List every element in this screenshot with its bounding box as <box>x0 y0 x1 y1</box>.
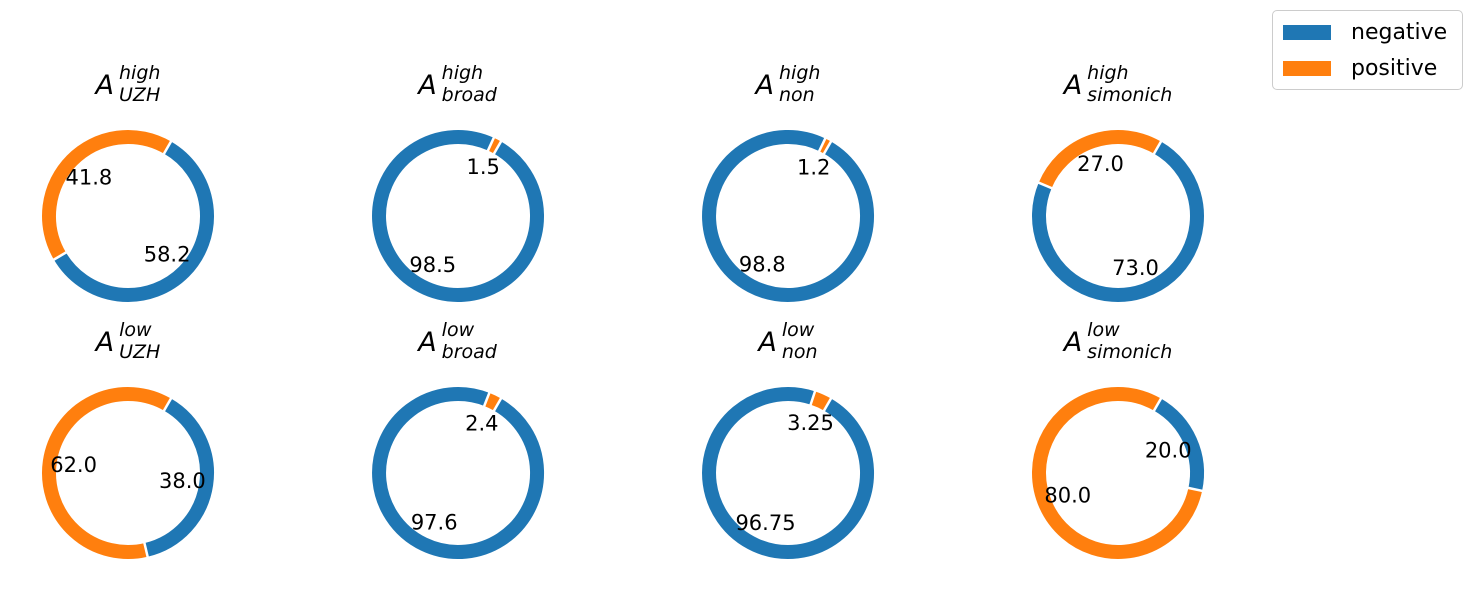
value-label-positive: 1.2 <box>797 155 830 179</box>
value-label-positive: 41.8 <box>66 165 113 189</box>
slice-negative <box>1153 398 1204 491</box>
slice-separator <box>817 137 827 153</box>
chart-title-sub: non <box>782 341 818 363</box>
chart-title-sub: simonich <box>1087 84 1172 106</box>
chart-title: A <box>1062 70 1082 101</box>
legend-label-positive: positive <box>1351 55 1438 81</box>
chart-title: A <box>94 70 114 101</box>
chart-title-sup: low <box>1087 319 1120 341</box>
value-label-positive: 27.0 <box>1077 152 1124 176</box>
chart-title-sup: low <box>119 319 152 341</box>
chart-title-base: A <box>94 327 114 358</box>
chart-title-base: A <box>416 327 436 358</box>
legend: negative positive <box>1272 10 1463 90</box>
chart-title-sup: high <box>779 62 820 84</box>
legend-swatch-positive <box>1283 60 1331 76</box>
legend-swatch-negative <box>1283 24 1331 40</box>
chart-title-sup: high <box>442 62 483 84</box>
chart-title-sub: non <box>779 84 815 106</box>
slice-separator <box>52 250 68 262</box>
slice-separator <box>482 391 491 408</box>
value-label-positive: 62.0 <box>50 453 97 477</box>
slice-positive <box>1032 387 1203 559</box>
chart-title: A <box>416 327 436 358</box>
value-label-negative: 58.2 <box>144 243 191 267</box>
slice-separator <box>162 397 173 413</box>
value-label-positive: 80.0 <box>1044 483 1091 507</box>
slice-separator <box>1037 181 1054 190</box>
slice-separator <box>809 390 817 406</box>
slice-negative <box>702 130 874 302</box>
chart-title: A <box>416 70 436 101</box>
value-label-negative: 38.0 <box>159 469 206 493</box>
slice-negative <box>702 387 875 560</box>
slice-separator <box>1187 486 1204 493</box>
slice-separator <box>142 541 150 558</box>
chart-title-sub: broad <box>442 84 498 106</box>
chart-title-base: A <box>94 70 114 101</box>
slice-negative <box>144 398 214 557</box>
value-label-negative: 96.75 <box>735 511 795 535</box>
value-label-negative: 98.5 <box>409 253 456 277</box>
chart-title-sub: simonich <box>1087 341 1172 363</box>
slice-separator <box>492 397 503 413</box>
slice-separator <box>1152 397 1163 413</box>
legend-entry-negative: negative <box>1283 19 1447 45</box>
slice-separator <box>1152 140 1163 156</box>
slice-separator <box>822 397 833 413</box>
slice-negative <box>372 387 545 560</box>
value-label-positive: 1.5 <box>466 155 499 179</box>
chart-title: A <box>1062 327 1082 358</box>
value-label-negative: 98.8 <box>739 253 786 277</box>
chart-title-base: A <box>1062 327 1082 358</box>
chart-title-sub: UZH <box>119 84 160 106</box>
chart-title-sup: low <box>442 319 475 341</box>
slice-negative <box>53 141 214 302</box>
slice-separator <box>162 140 173 156</box>
slice-negative <box>1032 141 1204 302</box>
slice-positive <box>484 392 501 411</box>
chart-title-base: A <box>754 70 774 101</box>
slice-positive <box>810 391 831 411</box>
chart-title-sup: high <box>1087 62 1128 84</box>
chart-title-sub: UZH <box>119 341 160 363</box>
chart-title-base: A <box>1062 70 1082 101</box>
slice-separator <box>492 140 503 156</box>
chart-title-base: A <box>756 327 776 358</box>
chart-title: A <box>754 70 774 101</box>
value-label-negative: 97.6 <box>411 511 458 535</box>
chart-title-base: A <box>416 70 436 101</box>
chart-title-sup: high <box>119 62 160 84</box>
chart-title-sub: broad <box>442 341 498 363</box>
value-label-negative: 73.0 <box>1112 256 1159 280</box>
slice-positive <box>42 130 171 260</box>
value-label-negative: 20.0 <box>1145 439 1192 463</box>
chart-title-sup: low <box>782 319 815 341</box>
value-label-positive: 3.25 <box>787 411 834 435</box>
slice-separator <box>486 136 496 152</box>
chart-title: A <box>94 327 114 358</box>
value-label-positive: 2.4 <box>465 411 498 435</box>
slice-negative <box>372 130 544 302</box>
slice-positive <box>42 387 171 559</box>
legend-label-negative: negative <box>1351 19 1448 45</box>
legend-entry-positive: positive <box>1283 55 1437 81</box>
chart-title: A <box>756 327 776 358</box>
slice-outline-positive <box>40 128 172 261</box>
slice-positive <box>1038 130 1161 189</box>
slice-separator <box>822 140 833 156</box>
